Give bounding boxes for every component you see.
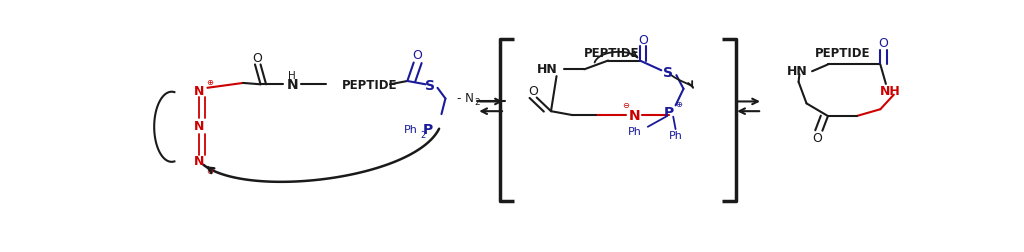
Text: PEPTIDE: PEPTIDE <box>342 78 397 91</box>
Text: ⊕: ⊕ <box>206 78 213 87</box>
Text: Ph: Ph <box>403 124 418 134</box>
Text: N: N <box>195 155 205 168</box>
Text: O: O <box>253 52 262 65</box>
Text: PEPTIDE: PEPTIDE <box>585 47 640 60</box>
Text: P: P <box>665 106 675 120</box>
Text: P: P <box>423 122 433 136</box>
Text: 2: 2 <box>421 130 426 139</box>
Text: S: S <box>425 79 435 92</box>
Text: Ph: Ph <box>669 130 683 140</box>
Text: HN: HN <box>537 62 557 76</box>
Text: N: N <box>629 109 640 122</box>
Text: O: O <box>638 34 648 46</box>
Text: N: N <box>195 85 205 98</box>
Text: N: N <box>195 120 205 133</box>
Text: ⊕: ⊕ <box>675 100 682 109</box>
Text: O: O <box>879 37 889 50</box>
Text: O: O <box>812 131 822 144</box>
Text: S: S <box>663 66 673 80</box>
Text: O: O <box>413 49 423 62</box>
Text: H: H <box>289 71 296 81</box>
Text: PEPTIDE: PEPTIDE <box>814 47 870 60</box>
Text: HN: HN <box>786 65 807 77</box>
Text: ⊖: ⊖ <box>206 166 213 175</box>
Text: Ph: Ph <box>628 126 641 136</box>
Text: O: O <box>527 85 538 98</box>
Text: NH: NH <box>880 85 900 98</box>
Text: N: N <box>287 78 298 91</box>
Text: ⊖: ⊖ <box>623 101 629 110</box>
Text: 2: 2 <box>474 98 479 107</box>
Text: - N: - N <box>458 92 474 105</box>
